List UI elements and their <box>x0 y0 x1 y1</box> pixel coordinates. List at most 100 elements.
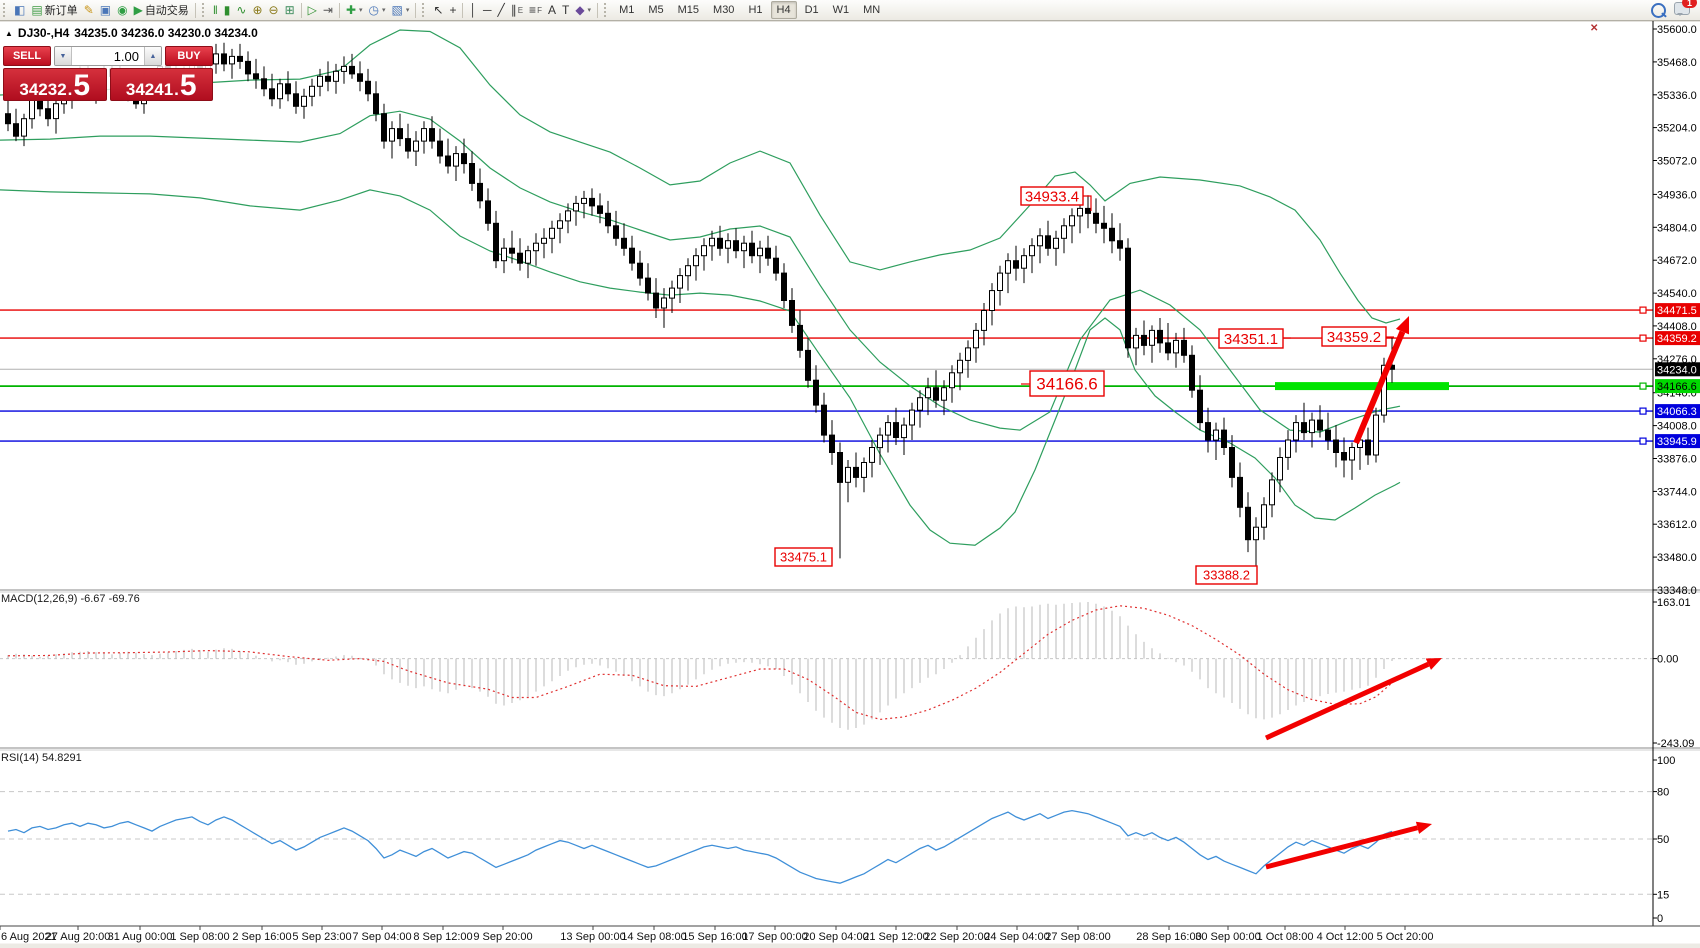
line-anchor-handle[interactable] <box>1639 334 1647 342</box>
periods-icon[interactable]: ◷ ▾ <box>368 3 386 17</box>
price-tick: 34672.0 <box>1657 255 1697 267</box>
candle-body <box>1013 260 1019 269</box>
rsi-tick: 0 <box>1657 913 1663 925</box>
notifications-icon[interactable]: 1 <box>1674 0 1697 18</box>
hline-icon[interactable]: ─ <box>482 3 492 17</box>
candle-body <box>1101 222 1107 229</box>
timeframe-m15[interactable]: M15 <box>677 4 700 16</box>
candle-body <box>917 397 923 411</box>
new-order-button[interactable]: ▤ 新订单 <box>31 3 78 17</box>
timeframe-h4[interactable]: H4 <box>770 1 797 19</box>
candle-body <box>365 80 371 95</box>
timeframe-m1[interactable]: M1 <box>619 4 635 16</box>
toolbar: ◧ ▤ 新订单 ✎ ▣ ◉ ▶ 自动交易 ‖ ▮ ∿ ⊕ ⊖ ⊞ ▷ ⇥ ✚ ▾ ◷ ▾ ▧ ▾ ↖ + │ ─ ╱ ∥ E ≡ F A T ◆ ▾… <box>0 0 1700 21</box>
candle-body <box>957 359 963 374</box>
sell-price[interactable]: 34232 . 5 <box>3 68 107 101</box>
candle-body <box>677 275 683 289</box>
time-tick-label: 5 Oct 20:00 <box>1377 931 1434 943</box>
label-icon[interactable]: T <box>561 3 570 17</box>
candle-body <box>1117 240 1123 249</box>
candle-body <box>333 70 339 82</box>
candle-body <box>477 182 483 202</box>
line-anchor-handle[interactable] <box>1639 306 1647 314</box>
candle-body <box>589 197 595 207</box>
price-annotation[interactable]: 34933.4 <box>1020 186 1092 211</box>
crayon-icon[interactable]: ✎ <box>83 3 94 17</box>
crosshair-icon[interactable]: + <box>449 3 457 17</box>
volume-value[interactable]: 1.00 <box>113 48 139 64</box>
svg-text:34351.1: 34351.1 <box>1224 331 1278 348</box>
candlestick-chart-icon[interactable]: ▮ <box>223 3 231 17</box>
svg-text:33388.2: 33388.2 <box>1203 568 1250 583</box>
trend-arrow[interactable] <box>1265 821 1432 870</box>
timeframe-m30[interactable]: M30 <box>713 4 735 16</box>
bollinger-bands <box>0 29 1401 546</box>
timeframe-m5[interactable]: M5 <box>648 4 664 16</box>
trendline-icon[interactable]: ╱ <box>497 3 505 17</box>
line-anchor-handle[interactable] <box>1639 407 1647 415</box>
text-icon[interactable]: A <box>547 3 556 17</box>
candle-body <box>613 225 619 239</box>
candle-body <box>1085 207 1091 214</box>
candle-body <box>877 434 883 449</box>
zoom-out-icon[interactable]: ⊖ <box>268 3 279 17</box>
line-chart-icon[interactable]: ∿ <box>236 3 247 17</box>
auto-trading-button[interactable]: ▶ 自动交易 <box>133 3 189 17</box>
sell-button[interactable]: SELL <box>3 46 51 66</box>
search-icon[interactable] <box>1651 2 1666 18</box>
zoom-in-icon[interactable]: ⊕ <box>252 3 263 17</box>
time-tick-label: 15 Sep 16:00 <box>682 931 747 943</box>
vline-icon[interactable]: │ <box>469 3 477 17</box>
support-zone-highlight[interactable] <box>1275 382 1449 391</box>
buy-price[interactable]: 34241 . 5 <box>109 68 213 101</box>
candle-body <box>285 83 291 95</box>
candle-body <box>725 240 731 249</box>
candle-body <box>773 257 779 274</box>
chart-window-icon[interactable]: ◧ <box>14 3 26 17</box>
candle-body <box>797 324 803 351</box>
candle-body <box>1373 414 1379 456</box>
volume-stepper[interactable]: ▼ 1.00 ▲ <box>54 46 162 66</box>
price-tick: 35204.0 <box>1657 123 1697 135</box>
bar-chart-icon[interactable]: ‖ <box>212 3 218 17</box>
volume-up-icon[interactable]: ▲ <box>144 47 161 65</box>
time-tick-label: 17 Sep 00:00 <box>742 931 807 943</box>
trend-arrow[interactable] <box>1264 658 1442 741</box>
fibonacci-icon[interactable]: ≡ F <box>529 3 542 17</box>
price-annotation[interactable]: 33475.1 <box>774 547 833 567</box>
chart-shift-icon[interactable]: ⇥ <box>322 3 333 17</box>
volume-down-icon[interactable]: ▼ <box>55 47 72 65</box>
cursor-icon[interactable]: ↖ <box>433 3 444 17</box>
candle-body <box>293 93 299 107</box>
close-icon[interactable]: ✕ <box>1590 23 1599 34</box>
candle-body <box>765 247 771 259</box>
trend-arrow[interactable] <box>1353 316 1409 445</box>
timeframe-d1[interactable]: D1 <box>804 4 819 16</box>
candle-body <box>741 242 747 252</box>
auto-scroll-icon[interactable]: ▷ <box>307 3 317 17</box>
templates-icon[interactable]: ▧ ▾ <box>391 3 410 17</box>
buy-button[interactable]: BUY <box>165 46 213 66</box>
line-anchor-handle[interactable] <box>1639 382 1647 390</box>
price-annotation[interactable]: 34351.1 <box>1218 328 1291 349</box>
indicators-icon[interactable]: ✚ ▾ <box>345 3 363 17</box>
bb-upper <box>0 29 1401 324</box>
timeframe-h1[interactable]: H1 <box>748 4 763 16</box>
candle-body <box>1053 237 1059 249</box>
price-annotation[interactable]: 34166.6 <box>1021 370 1105 397</box>
shapes-icon[interactable]: ◆ ▾ <box>575 3 592 17</box>
price-annotation[interactable]: 33388.2 <box>1195 565 1258 585</box>
timeframe-mn[interactable]: MN <box>863 4 881 16</box>
signal-icon[interactable]: ◉ <box>117 3 128 17</box>
market-watch-icon[interactable]: ▣ <box>99 3 112 17</box>
channel-icon[interactable]: ∥ E <box>510 3 524 17</box>
candle-body <box>549 227 555 239</box>
rsi-tick: 100 <box>1657 755 1675 767</box>
candle-body <box>1229 447 1235 478</box>
candle-body <box>261 78 267 90</box>
line-anchor-handle[interactable] <box>1639 437 1647 445</box>
timeframe-w1[interactable]: W1 <box>832 4 850 16</box>
tile-windows-icon[interactable]: ⊞ <box>284 3 295 17</box>
price-annotation[interactable]: 34359.2 <box>1321 326 1394 347</box>
